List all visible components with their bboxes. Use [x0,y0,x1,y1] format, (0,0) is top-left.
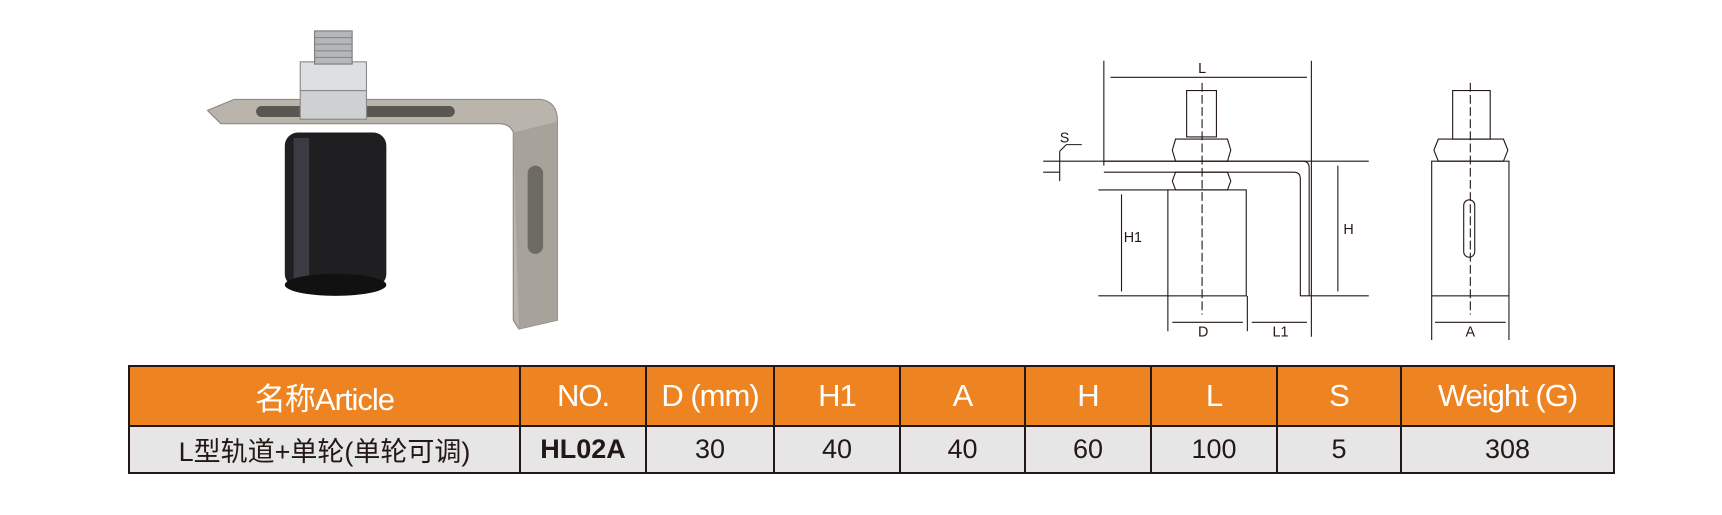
header-h1: H1 [773,365,901,427]
header-no: NO. [519,365,647,427]
dimension-label-d: D [1198,325,1208,341]
dimension-label-h: H [1343,222,1353,238]
cell-a: 40 [899,425,1026,474]
header-l: L [1150,365,1278,427]
cell-weight: 308 [1400,425,1615,474]
cell-s: 5 [1276,425,1402,474]
dimension-label-s: S [1060,130,1070,146]
header-weight: Weight (G) [1400,365,1615,427]
table-row: L型轨道+单轮(单轮可调) HL02A 30 40 40 60 100 5 30… [128,425,1615,474]
cell-l: 100 [1150,425,1278,474]
header-h: H [1024,365,1152,427]
dimension-label-l1: L1 [1272,325,1288,341]
cell-article: L型轨道+单轮(单轮可调) [128,425,521,474]
header-d: D (mm) [645,365,775,427]
dimension-label-h1: H1 [1124,230,1142,246]
dimension-label-a: A [1466,325,1476,341]
header-s: S [1276,365,1402,427]
table-header-row: 名称Article NO. D (mm) H1 A H L S Weight (… [128,365,1615,427]
side-view-drawing [1431,82,1510,341]
cell-d: 30 [645,425,775,474]
front-view-drawing [1043,60,1369,337]
header-article: 名称Article [128,365,521,427]
product-photo [206,30,558,330]
header-a: A [899,365,1026,427]
cell-h: 60 [1024,425,1152,474]
cell-h1: 40 [773,425,901,474]
spec-table: 名称Article NO. D (mm) H1 A H L S Weight (… [128,365,1615,474]
cell-no: HL02A [519,425,647,474]
dimension-label-l: L [1198,61,1206,77]
